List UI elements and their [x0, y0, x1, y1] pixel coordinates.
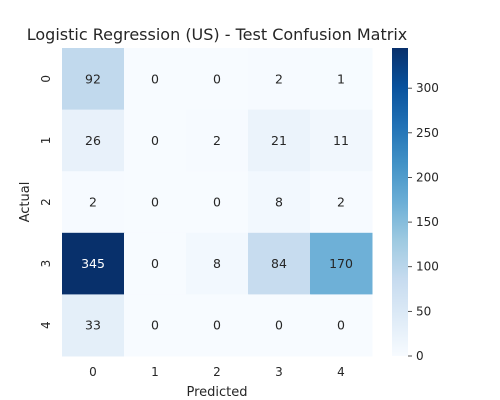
heatmap-cell	[62, 294, 125, 357]
y-axis-label: Actual	[18, 182, 33, 223]
y-tick-label: 2	[39, 198, 53, 206]
y-tick-label: 4	[39, 321, 53, 329]
cell-value-label: 0	[151, 318, 159, 333]
cell-value-label: 2	[213, 133, 221, 148]
heatmap-cell	[248, 294, 311, 357]
heatmap-cell	[62, 48, 125, 111]
colorbar-tick-label: 150	[416, 215, 439, 229]
cell-value-label: 1	[337, 71, 345, 86]
cell-value-label: 0	[275, 318, 283, 333]
x-tick-label: 3	[275, 365, 283, 379]
cell-value-label: 0	[213, 195, 221, 210]
heatmap-cell	[248, 48, 311, 111]
heatmap-cell	[310, 109, 373, 172]
colorbar-tick-label: 50	[416, 304, 431, 318]
cell-value-label: 33	[85, 318, 101, 333]
colorbar-tick-label: 0	[416, 349, 424, 363]
x-tick-label: 0	[89, 365, 97, 379]
cell-value-label: 345	[81, 256, 105, 271]
heatmap-cell	[248, 171, 311, 234]
y-tick-label: 0	[39, 75, 53, 83]
heatmap-cell	[310, 171, 373, 234]
colorbar-tick-label: 100	[416, 260, 439, 274]
heatmap-cell	[186, 109, 249, 172]
cell-value-label: 8	[213, 256, 221, 271]
colorbar-ticks: 0 50 100 150 200 250 300	[408, 81, 439, 363]
cell-value-label: 84	[271, 256, 287, 271]
x-tick-label: 2	[213, 365, 221, 379]
cell-value-label: 170	[329, 256, 353, 271]
heatmap-cell	[310, 232, 373, 295]
cell-value-label: 92	[85, 71, 101, 86]
cell-value-label: 21	[271, 133, 287, 148]
cell-value-label: 2	[337, 195, 345, 210]
colorbar-tick-label: 300	[416, 81, 439, 95]
chart-title: Logistic Regression (US) - Test Confusio…	[27, 25, 408, 44]
heatmap-cell	[248, 109, 311, 172]
heatmap-cell	[62, 232, 125, 295]
colorbar	[392, 48, 408, 356]
heatmap-cell	[310, 294, 373, 357]
heatmap-cell	[186, 232, 249, 295]
heatmap-cell	[248, 232, 311, 295]
y-axis-ticks: 0 1 2 3 4	[39, 75, 53, 329]
heatmap-cell	[124, 294, 187, 357]
heatmap-cell	[62, 171, 125, 234]
heatmap-cell	[186, 48, 249, 111]
cell-value-label: 8	[275, 195, 283, 210]
heatmap-cell	[186, 171, 249, 234]
heatmap-cell	[62, 109, 125, 172]
x-tick-label: 4	[337, 365, 345, 379]
cell-value-label: 0	[151, 133, 159, 148]
cell-value-label: 0	[151, 71, 159, 86]
heatmap-cell	[124, 232, 187, 295]
colorbar-tick-label: 250	[416, 126, 439, 140]
colorbar-tick-label: 200	[416, 170, 439, 184]
cell-value-label: 2	[89, 195, 97, 210]
y-tick-label: 3	[39, 260, 53, 268]
x-axis-label: Predicted	[186, 385, 247, 400]
cell-value-label: 0	[151, 195, 159, 210]
cell-value-label: 0	[213, 71, 221, 86]
heatmap-cell	[124, 48, 187, 111]
heatmap-cell	[310, 48, 373, 111]
heatmap-cell	[124, 109, 187, 172]
cell-value-label: 2	[275, 71, 283, 86]
cell-value-label: 0	[213, 318, 221, 333]
heatmap-cell	[124, 171, 187, 234]
cell-value-label: 0	[337, 318, 345, 333]
cell-value-label: 11	[333, 133, 349, 148]
cell-value-label: 26	[85, 133, 101, 148]
x-axis-ticks: 0 1 2 3 4	[89, 365, 345, 379]
x-tick-label: 1	[151, 365, 159, 379]
y-tick-label: 1	[39, 137, 53, 145]
heatmap-cell	[186, 294, 249, 357]
cell-value-label: 0	[151, 256, 159, 271]
